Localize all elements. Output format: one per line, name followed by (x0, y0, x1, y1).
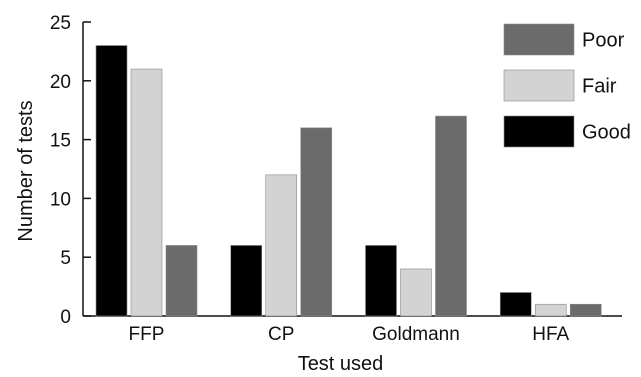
legend-label-good: Good (582, 122, 631, 144)
y-tick-label: 0 (60, 307, 71, 328)
bar-good-ffp (95, 45, 128, 317)
bar-poor-cp (300, 127, 333, 317)
legend-swatch-poor (503, 23, 575, 56)
bar-fair-hfa (534, 303, 567, 317)
legend-label-fair: Fair (582, 76, 617, 98)
x-category-label: Goldmann (372, 324, 460, 345)
bars (95, 45, 602, 317)
axes (82, 22, 622, 317)
x-categories: FFP CP Goldmann HFA (129, 324, 570, 345)
bar-good-goldmann (365, 245, 397, 317)
x-axis-title: Test used (298, 353, 384, 375)
bar-good-hfa (499, 292, 532, 317)
bar-fair-goldmann (400, 268, 432, 317)
y-tick-label: 25 (50, 13, 71, 34)
x-category-label: FFP (129, 324, 165, 345)
bar-good-cp (230, 245, 263, 317)
legend-swatch-good (503, 115, 575, 148)
bar-poor-hfa (569, 303, 602, 317)
legend: Poor Fair Good (503, 23, 631, 148)
x-category-label: HFA (532, 324, 569, 345)
y-axis-title: Number of tests (15, 100, 37, 241)
bar-poor-goldmann (435, 115, 467, 317)
y-tick-label: 10 (50, 189, 71, 210)
y-tick-label: 5 (60, 248, 71, 269)
bar-fair-cp (265, 174, 298, 317)
y-tick-label: 20 (50, 72, 71, 93)
y-tick-label: 15 (50, 131, 71, 152)
y-ticks: 0 5 10 15 20 25 (50, 13, 91, 328)
x-category-label: CP (268, 324, 294, 345)
legend-swatch-fair (503, 69, 575, 102)
bar-fair-ffp (130, 68, 163, 317)
legend-label-poor: Poor (582, 30, 625, 52)
bar-poor-ffp (165, 245, 198, 317)
